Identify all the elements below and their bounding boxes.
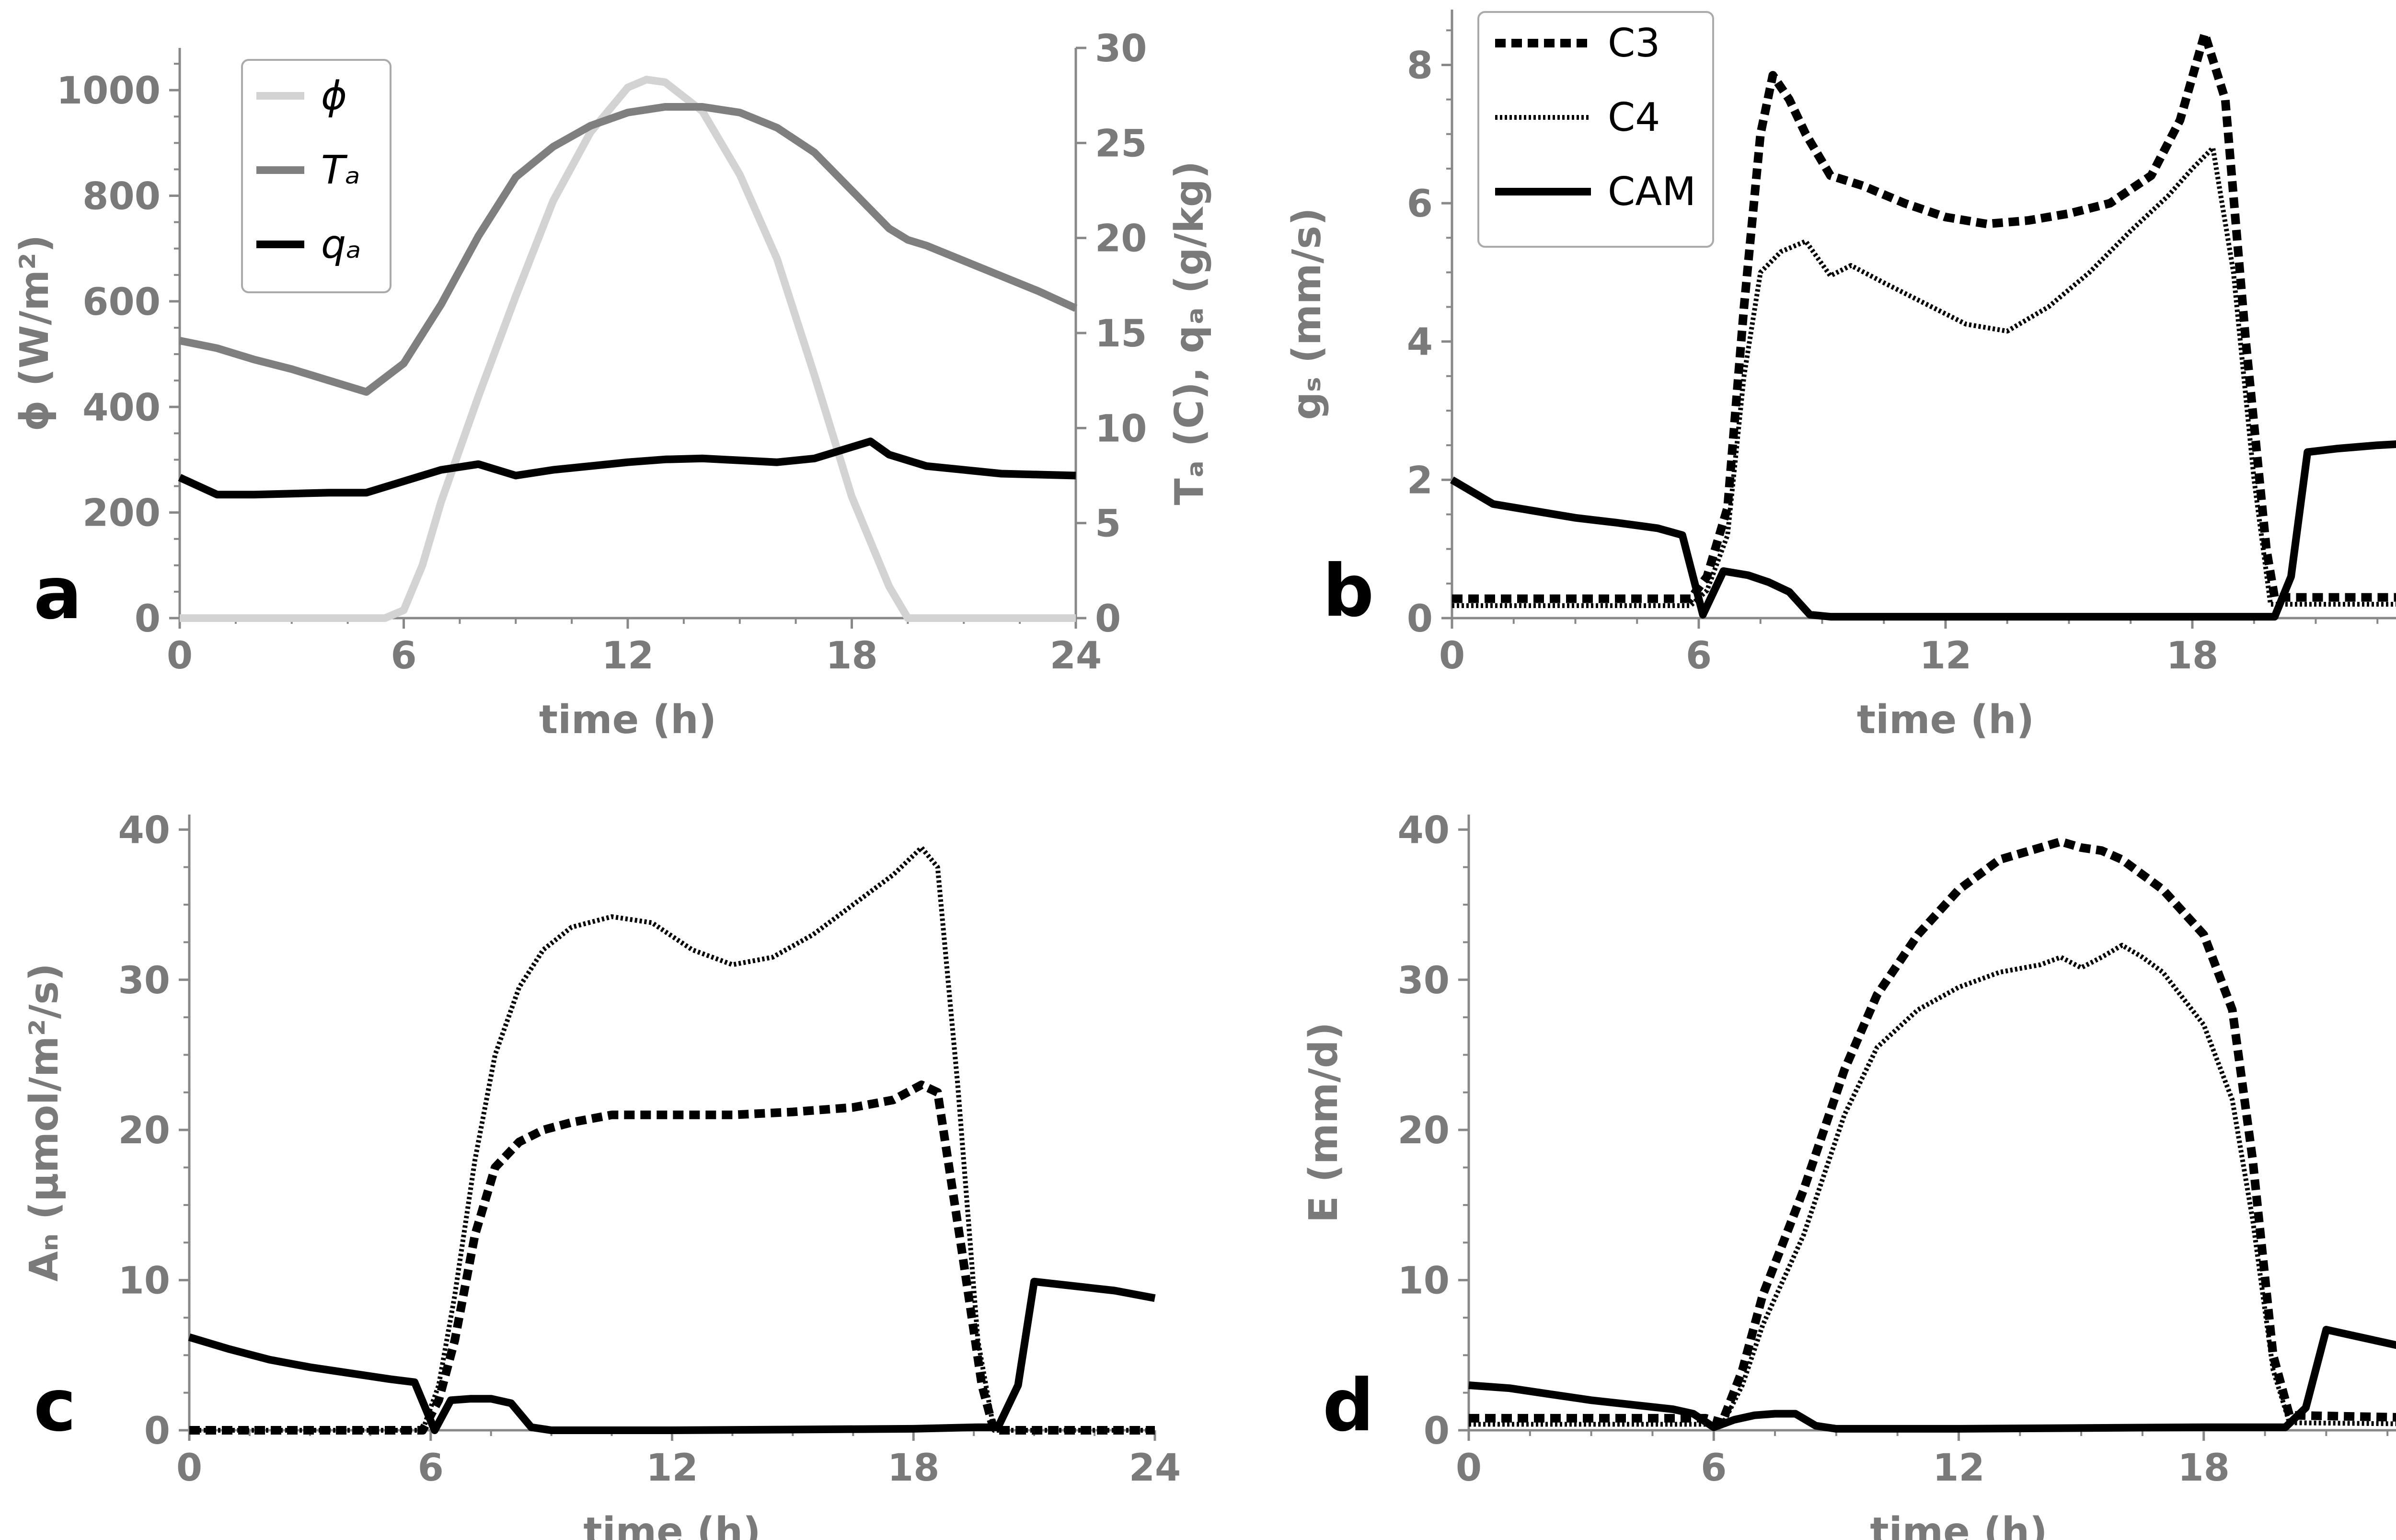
panel-c: 0 6 12 18 24 0 10 20 30 40 time (h) Aₙ (μmol/m²/s) c — [22, 809, 1181, 1540]
x-tick-label: 18 — [2166, 634, 2219, 678]
panel-letter: c — [34, 1364, 76, 1448]
y-right-tick-label: 15 — [1095, 312, 1147, 356]
x-tick-label: 12 — [646, 1447, 698, 1490]
x-tick-label: 24 — [1050, 634, 1102, 678]
series-line-cam — [1450, 440, 2396, 621]
y-tick-label: 800 — [82, 175, 161, 218]
x-tick-label: 6 — [1701, 1447, 1727, 1490]
y-tick-label: 0 — [144, 1410, 170, 1453]
y-tick-label: 0 — [1407, 598, 1433, 641]
panel-letter: d — [1323, 1364, 1374, 1448]
x-tick-label: 12 — [1933, 1447, 1985, 1490]
series-line-phi — [180, 76, 1076, 622]
series-line-cam — [188, 1277, 1156, 1434]
y-tick-label: 400 — [82, 386, 161, 429]
legend-label-c4: C4 — [1608, 95, 1660, 140]
y-tick-label: 40 — [1397, 809, 1450, 852]
x-tick-label: 0 — [1439, 634, 1465, 678]
legend-label-phi: ϕ — [321, 73, 347, 119]
x-tick-label: 0 — [1456, 1447, 1482, 1490]
y-tick-label: 1000 — [57, 69, 161, 113]
y-axis-label: E (mm/d) — [1301, 1022, 1347, 1223]
series-line-qa — [178, 437, 1076, 499]
legend-box — [241, 59, 392, 293]
x-tick-label: 12 — [1920, 634, 1972, 678]
legend-label-ta: Tₐ — [321, 148, 360, 193]
y-tick-label: 600 — [82, 281, 161, 324]
y-axis-label: gₛ (mm/s) — [1284, 207, 1330, 420]
y-right-tick-label: 0 — [1095, 598, 1121, 641]
x-tick-label: 18 — [887, 1447, 940, 1490]
y-right-tick-label: 30 — [1095, 27, 1147, 70]
y-axis-label: Aₙ (μmol/m²/s) — [22, 963, 67, 1282]
series-line-c4 — [189, 845, 1155, 1433]
series-line-c4 — [1452, 145, 2396, 608]
series-line-c4 — [1469, 942, 2396, 1428]
x-axis-label: time (h) — [539, 697, 716, 743]
legend-label-cam: CAM — [1608, 169, 1696, 215]
y-tick-label: 0 — [135, 598, 161, 641]
x-tick-label: 18 — [2177, 1447, 2230, 1490]
y-tick-label: 10 — [1397, 1260, 1450, 1303]
y-tick-label: 2 — [1407, 459, 1433, 502]
y-tick-label: 8 — [1407, 44, 1433, 87]
x-tick-label: 0 — [176, 1447, 202, 1490]
x-tick-label: 0 — [167, 634, 193, 678]
y-right-tick-label: 25 — [1095, 122, 1147, 165]
series-line-c3 — [1452, 29, 2396, 603]
x-tick-label: 6 — [391, 634, 416, 678]
series-line-ta — [179, 103, 1078, 396]
x-tick-label: 18 — [826, 634, 878, 678]
x-axis-label: time (h) — [1857, 697, 2034, 743]
y-right-tick-label: 10 — [1095, 407, 1147, 450]
y-tick-label: 30 — [118, 959, 170, 1002]
panel-letter: b — [1323, 550, 1374, 633]
y-tick-label: 200 — [82, 492, 161, 535]
y-tick-label: 10 — [118, 1260, 170, 1303]
y-axis-label: ϕ (W/m²) — [12, 235, 58, 432]
y-tick-label: 30 — [1397, 959, 1450, 1002]
legend-label-c3: C3 — [1608, 21, 1660, 66]
series-line-c3 — [1469, 837, 2396, 1427]
y-tick-label: 20 — [1397, 1109, 1450, 1152]
series-line-c3 — [189, 1080, 1155, 1435]
x-tick-label: 24 — [1129, 1447, 1181, 1490]
x-tick-label: 6 — [418, 1447, 444, 1490]
y-tick-label: 0 — [1424, 1410, 1450, 1453]
legend-label-qa: qₐ — [321, 222, 361, 267]
x-tick-label: 6 — [1686, 634, 1712, 678]
y-tick-label: 20 — [118, 1109, 170, 1152]
y-right-tick-label: 5 — [1095, 503, 1121, 546]
x-tick-label: 12 — [602, 634, 654, 678]
panel-letter: a — [34, 552, 82, 635]
y-right-tick-label: 20 — [1095, 218, 1147, 261]
x-axis-label: time (h) — [583, 1509, 760, 1540]
y-tick-label: 6 — [1407, 183, 1433, 226]
x-axis-label: time (h) — [1870, 1509, 2047, 1540]
y-axis-right-label: Tₐ (C), qₐ (g/kg) — [1167, 161, 1212, 505]
series-line-cam — [1468, 1326, 2396, 1433]
y-tick-label: 40 — [118, 809, 170, 852]
panel-a: 0 6 12 18 2402004006008001000051015202530tim… — [12, 27, 1212, 743]
y-tick-label: 4 — [1407, 321, 1433, 364]
